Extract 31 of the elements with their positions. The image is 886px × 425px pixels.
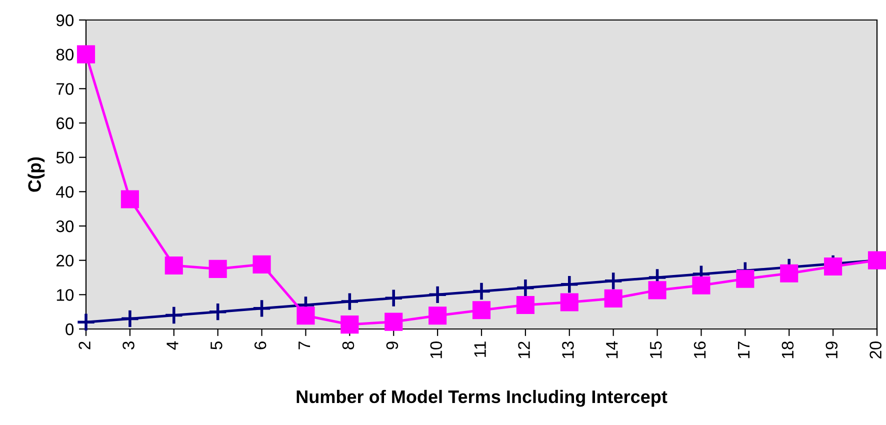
x-tick-label: 13 [562, 342, 574, 358]
y-tick-label: 30 [56, 220, 74, 232]
x-tick-label: 3 [122, 342, 134, 350]
y-tick-label: 20 [56, 254, 74, 267]
x-tick-label: 11 [474, 342, 486, 357]
y-tick-label: 80 [56, 48, 74, 61]
y-axis-title: C(p) [28, 157, 45, 192]
x-tick-label: 20 [870, 341, 882, 359]
x-tick-label: 12 [518, 342, 530, 358]
x-tick-label: 4 [166, 341, 178, 350]
y-tick-label: 60 [56, 117, 74, 130]
y-tick-label: 0 [66, 323, 74, 336]
y-tick-label: 10 [56, 289, 74, 301]
x-tick-label: 6 [254, 342, 266, 350]
y-tick-label: 90 [56, 14, 74, 26]
x-axis-title: Number of Model Terms Including Intercept [296, 390, 668, 407]
y-tick-label: 40 [56, 186, 74, 198]
x-tick-label: 2 [78, 342, 90, 350]
x-tick-label: 5 [210, 342, 222, 350]
x-tick-label: 15 [650, 342, 662, 358]
x-tick-label: 7 [298, 342, 310, 350]
x-tick-label: 19 [826, 342, 838, 358]
y-tick-label: 50 [56, 152, 74, 164]
x-tick-label: 10 [430, 341, 442, 358]
y-tick-label: 70 [56, 83, 74, 95]
x-tick-label: 17 [738, 342, 750, 358]
x-tick-label: 16 [694, 342, 706, 358]
x-tick-label: 9 [386, 342, 398, 350]
x-tick-label: 14 [606, 341, 618, 358]
x-tick-label: 18 [782, 342, 794, 358]
x-tick-label: 8 [342, 342, 354, 350]
